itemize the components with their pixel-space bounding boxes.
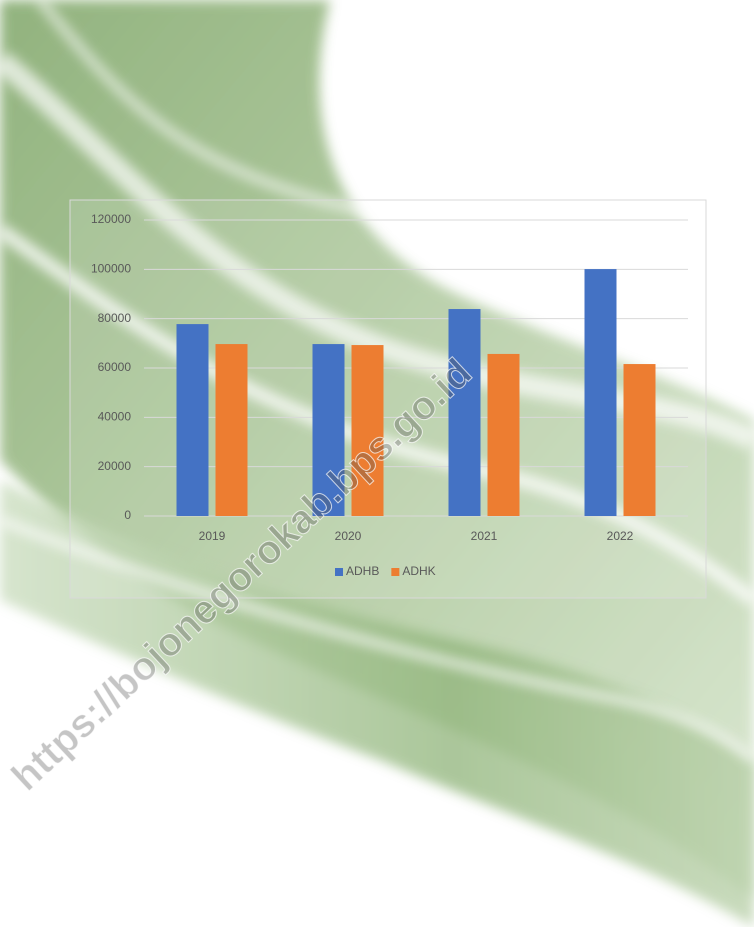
y-tick-label: 20000: [98, 459, 132, 473]
y-tick-label: 100000: [91, 262, 131, 276]
bar: [448, 309, 481, 516]
y-tick-label: 80000: [98, 311, 132, 325]
bar: [351, 345, 384, 516]
y-tick-label: 0: [124, 508, 131, 522]
x-tick-label: 2022: [607, 529, 634, 543]
y-tick-label: 120000: [91, 212, 131, 226]
x-tick-label: 2019: [199, 529, 226, 543]
x-tick-label: 2021: [471, 529, 498, 543]
x-tick-label: 2020: [335, 529, 362, 543]
bar: [312, 344, 345, 516]
bar: [623, 364, 656, 516]
legend-swatch: [335, 568, 343, 576]
legend-label: ADHK: [402, 564, 435, 578]
bar: [584, 269, 617, 516]
y-tick-label: 40000: [98, 410, 132, 424]
legend-swatch: [391, 568, 400, 576]
chart: 0 20000 40000 60000 80000 100000 120000 2019 202…: [91, 212, 688, 578]
legend-label: ADHB: [346, 564, 379, 578]
bar: [215, 344, 248, 516]
y-tick-label: 60000: [98, 360, 132, 374]
bar: [176, 324, 209, 516]
bar: [487, 353, 520, 516]
